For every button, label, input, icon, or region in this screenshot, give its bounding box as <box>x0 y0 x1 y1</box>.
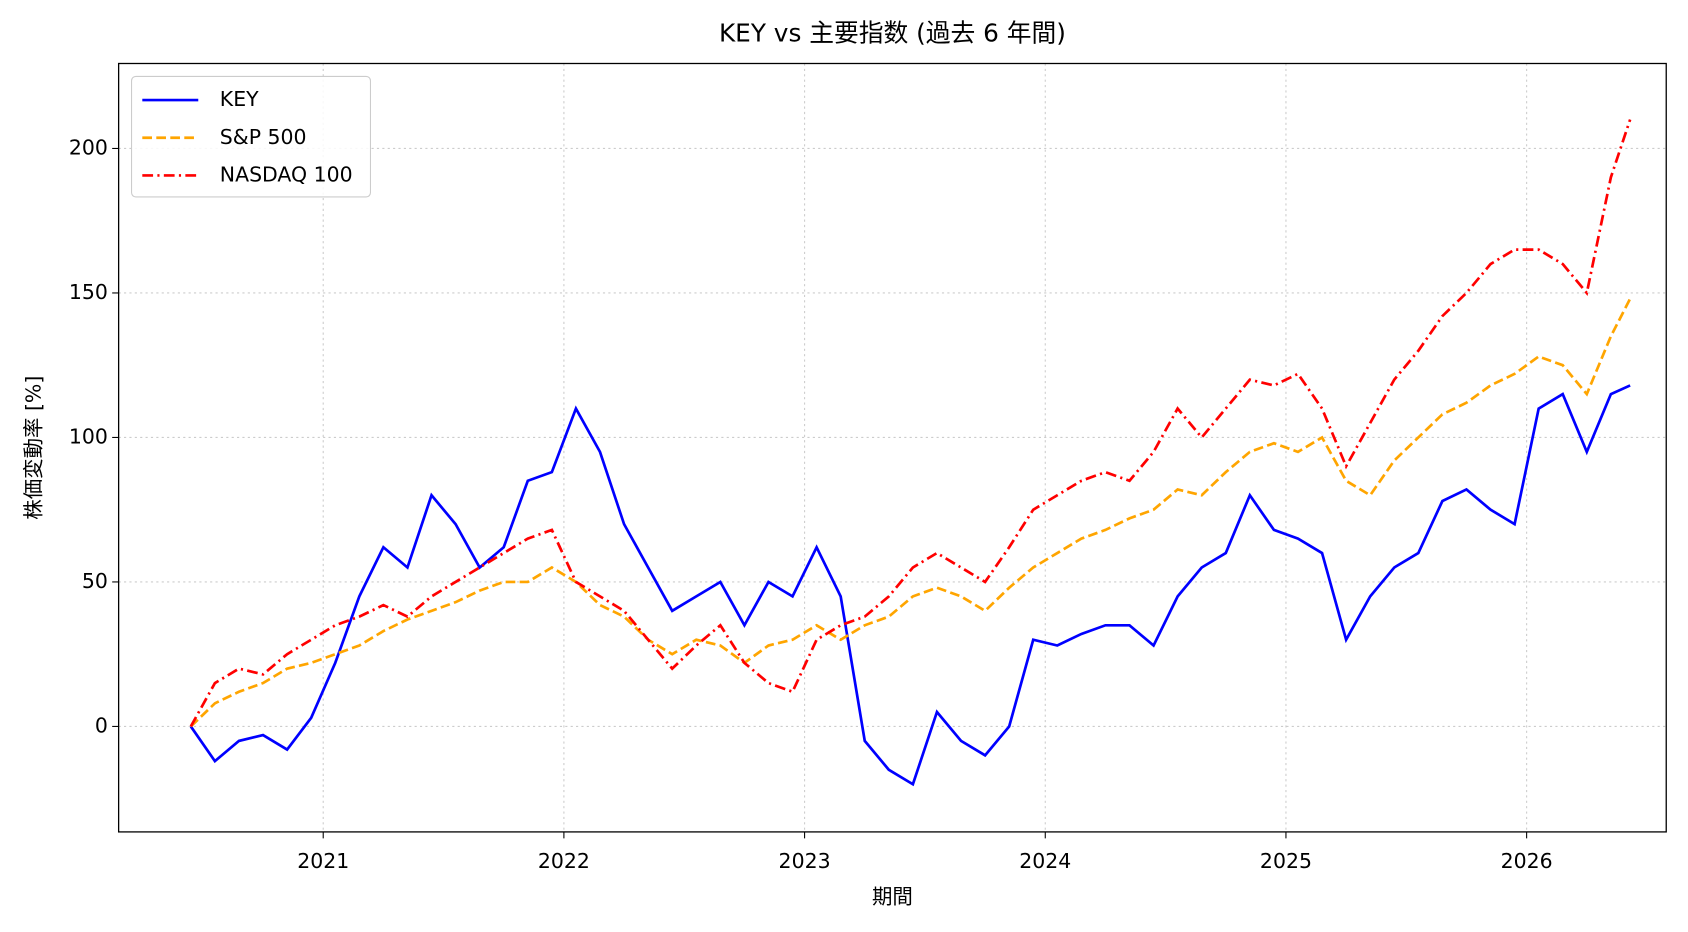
legend-label: S&P 500 <box>220 125 307 149</box>
legend-label: NASDAQ 100 <box>220 162 353 186</box>
y-axis-label: 株価変動率 [%] <box>22 376 46 520</box>
x-tick-label: 2022 <box>538 849 590 873</box>
x-tick-label: 2021 <box>297 849 349 873</box>
x-axis-label: 期間 <box>872 885 913 909</box>
legend-box <box>131 75 372 198</box>
x-tick-label: 2024 <box>1019 849 1071 873</box>
y-tick-label: 0 <box>95 713 108 737</box>
legend-label: KEY <box>220 87 259 111</box>
chart-title: KEY vs 主要指数 (過去 6 年間) <box>719 18 1066 47</box>
series-line <box>189 119 1632 728</box>
series-line <box>189 384 1631 787</box>
plot-frame <box>117 62 1667 833</box>
x-tick-label: 2023 <box>779 849 831 873</box>
x-tick-label: 2025 <box>1260 849 1312 873</box>
y-tick-label: 200 <box>69 135 108 159</box>
y-tick-label: 50 <box>82 569 108 593</box>
x-tick-label: 2026 <box>1501 849 1553 873</box>
y-tick-label: 100 <box>69 424 108 448</box>
series-line <box>189 298 1632 728</box>
y-tick-label: 150 <box>69 280 108 304</box>
